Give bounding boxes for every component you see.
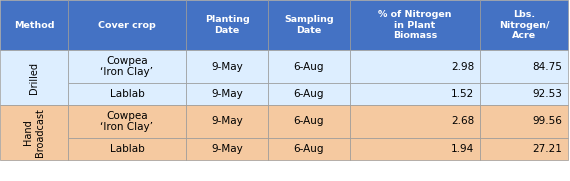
Text: Lbs.
Nitrogen/
Acre: Lbs. Nitrogen/ Acre bbox=[499, 10, 549, 40]
Text: % of Nitrogen
in Plant
Biomass: % of Nitrogen in Plant Biomass bbox=[378, 10, 452, 40]
Text: 1.94: 1.94 bbox=[451, 144, 474, 154]
Text: Cowpea
‘Iron Clay’: Cowpea ‘Iron Clay’ bbox=[100, 56, 153, 77]
Text: 9-May: 9-May bbox=[211, 144, 243, 154]
Bar bbox=[186, 105, 268, 138]
Text: 92.53: 92.53 bbox=[532, 89, 562, 99]
Bar bbox=[268, 83, 350, 105]
Bar bbox=[350, 83, 480, 105]
Bar bbox=[68, 105, 186, 138]
Text: Planting
Date: Planting Date bbox=[205, 15, 250, 35]
Text: 2.98: 2.98 bbox=[451, 62, 474, 71]
Text: Drilled: Drilled bbox=[29, 62, 39, 94]
Bar bbox=[480, 83, 568, 105]
Bar bbox=[186, 0, 268, 50]
Text: 2.68: 2.68 bbox=[451, 117, 474, 127]
Text: 9-May: 9-May bbox=[211, 117, 243, 127]
Text: 9-May: 9-May bbox=[211, 89, 243, 99]
Text: Cover crop: Cover crop bbox=[98, 20, 156, 30]
Bar bbox=[68, 138, 186, 160]
Bar bbox=[268, 50, 350, 83]
Text: Hand
Broadcast: Hand Broadcast bbox=[23, 108, 45, 157]
Bar bbox=[68, 50, 186, 83]
Bar bbox=[480, 50, 568, 83]
Bar bbox=[350, 50, 480, 83]
Bar bbox=[350, 0, 480, 50]
Text: Cowpea
‘Iron Clay’: Cowpea ‘Iron Clay’ bbox=[100, 111, 153, 132]
Bar bbox=[350, 105, 480, 138]
Bar bbox=[186, 50, 268, 83]
Bar bbox=[350, 138, 480, 160]
Bar bbox=[0, 0, 68, 50]
Text: 6-Aug: 6-Aug bbox=[294, 62, 324, 71]
Bar bbox=[186, 83, 268, 105]
Text: 1.52: 1.52 bbox=[451, 89, 474, 99]
Bar bbox=[0, 105, 68, 160]
Bar bbox=[480, 0, 568, 50]
Text: 27.21: 27.21 bbox=[532, 144, 562, 154]
Text: Method: Method bbox=[14, 20, 54, 30]
Text: 99.56: 99.56 bbox=[532, 117, 562, 127]
Text: 9-May: 9-May bbox=[211, 62, 243, 71]
Bar bbox=[186, 138, 268, 160]
Text: Lablab: Lablab bbox=[109, 89, 144, 99]
Text: Sampling
Date: Sampling Date bbox=[284, 15, 334, 35]
Bar bbox=[268, 105, 350, 138]
Bar bbox=[268, 138, 350, 160]
Text: Lablab: Lablab bbox=[109, 144, 144, 154]
Text: 6-Aug: 6-Aug bbox=[294, 144, 324, 154]
Bar bbox=[268, 0, 350, 50]
Bar bbox=[68, 83, 186, 105]
Bar bbox=[0, 50, 68, 105]
Bar bbox=[68, 0, 186, 50]
Bar bbox=[480, 105, 568, 138]
Text: 6-Aug: 6-Aug bbox=[294, 89, 324, 99]
Text: 6-Aug: 6-Aug bbox=[294, 117, 324, 127]
Text: 84.75: 84.75 bbox=[532, 62, 562, 71]
Bar bbox=[480, 138, 568, 160]
